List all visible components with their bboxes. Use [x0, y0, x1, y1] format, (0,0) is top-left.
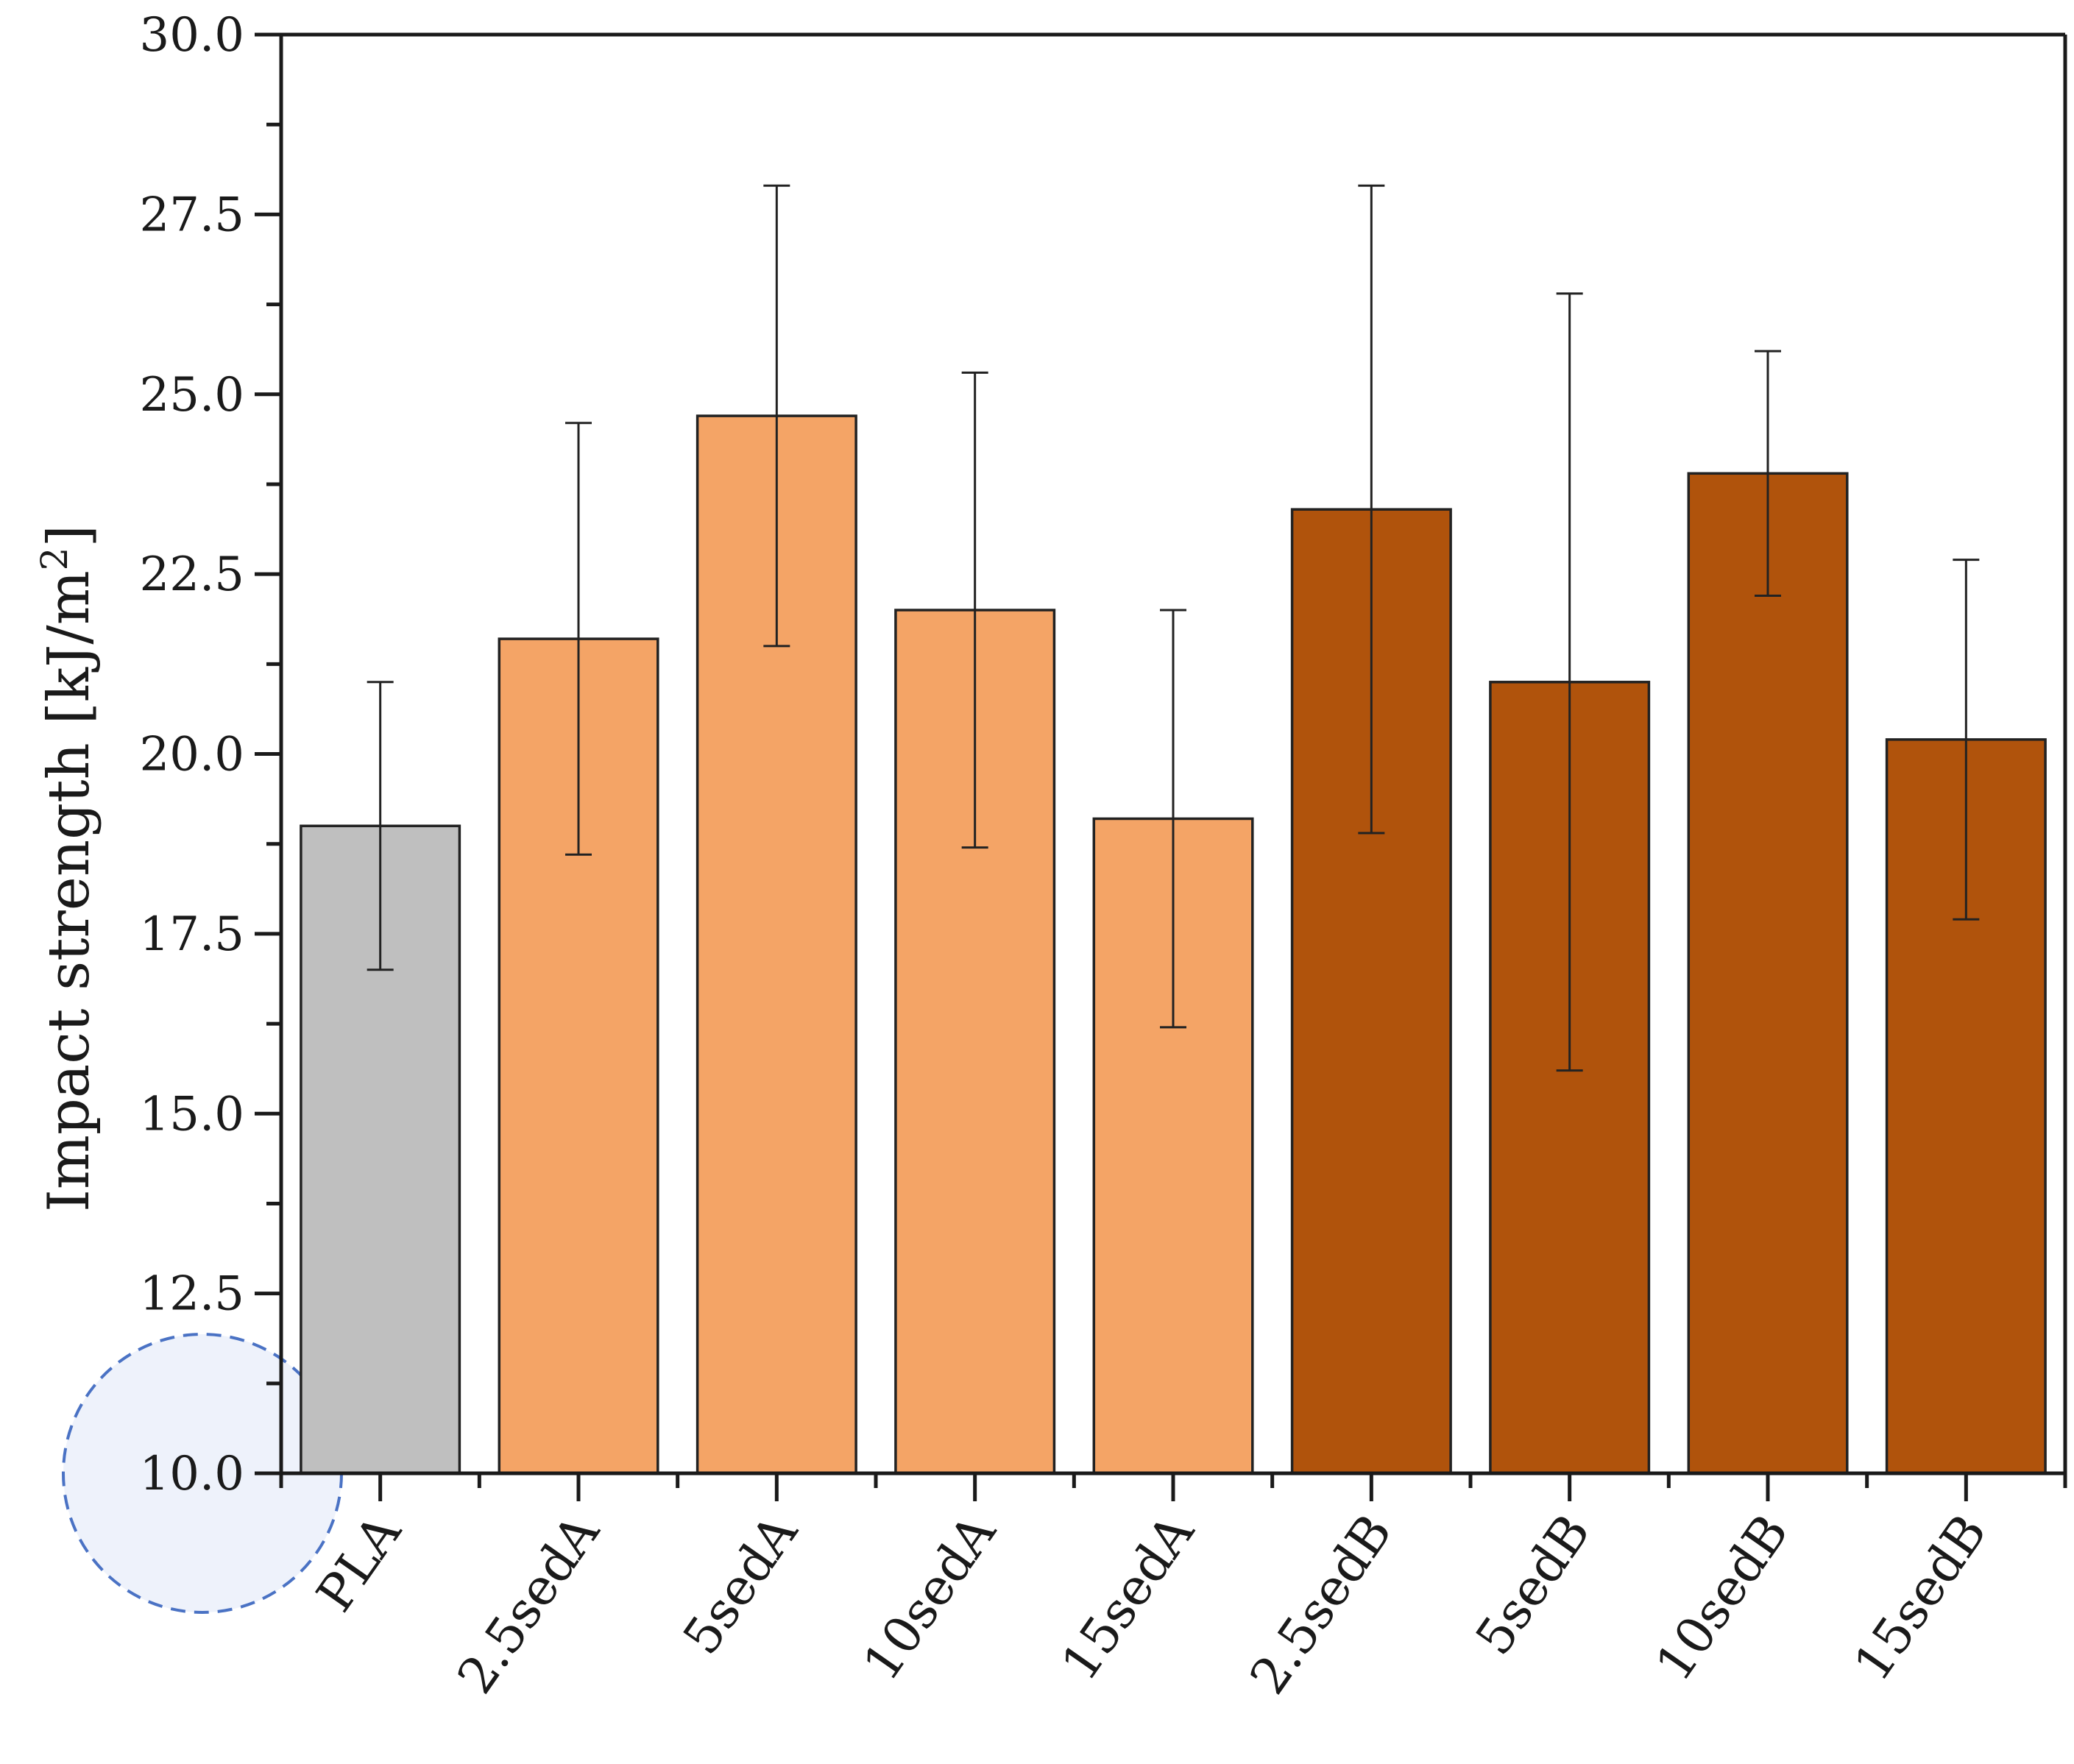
y-tick-label-22.5: 22.5	[140, 548, 245, 602]
error-bar-15sedA	[1160, 609, 1186, 1029]
y-axis-label-suffix: ]	[36, 525, 102, 547]
y-tick-label-12.5: 12.5	[140, 1267, 245, 1322]
y-axis-label-main: Impact strength [kJ/m	[36, 570, 102, 1212]
error-bar-5sedB	[1556, 292, 1583, 1072]
y-tick-label-17.5: 17.5	[140, 907, 245, 962]
y-tick-label-30.0: 30.0	[140, 8, 245, 63]
y-tick-label-27.5: 27.5	[140, 188, 245, 242]
error-bar-10sedB	[1755, 350, 1781, 597]
error-bar-2.5sedB	[1358, 184, 1385, 835]
y-tick-label-20.0: 20.0	[140, 728, 245, 782]
y-tick-label-15.0: 15.0	[140, 1087, 245, 1141]
error-bar-2.5sedA	[565, 422, 592, 856]
y-axis-label: Impact strength [kJ/m2]	[33, 525, 102, 1212]
y-tick-label-25.0: 25.0	[140, 368, 245, 422]
error-bar-PLA	[367, 681, 394, 971]
error-bar-5sedA	[763, 184, 790, 648]
error-bar-10sedA	[961, 371, 988, 849]
error-bars-layer	[367, 184, 1980, 1072]
y-tick-label-10.0: 10.0	[140, 1447, 245, 1501]
bar-10sedB	[1687, 472, 1849, 1475]
error-bar-15sedB	[1953, 559, 1980, 921]
y-tick-labels: 10.0 12.5 15.0 17.5 20.0 22.5 25.0 27.5 30.0	[140, 8, 245, 1501]
y-axis-label-superscript: 2	[33, 548, 76, 571]
axes-layer	[255, 32, 2067, 1501]
